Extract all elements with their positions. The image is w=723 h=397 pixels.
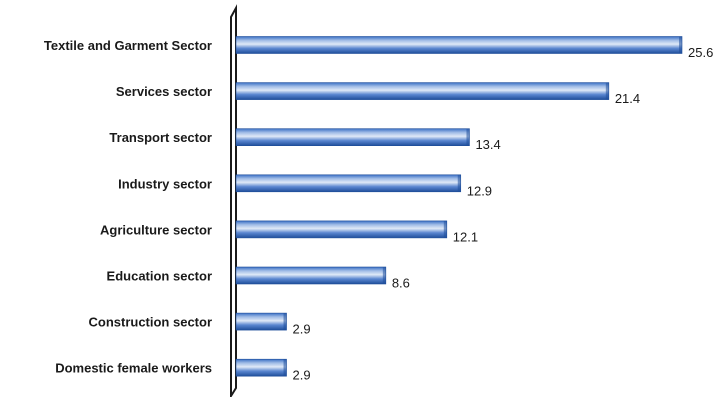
bar (235, 128, 470, 146)
bars (235, 36, 683, 377)
value-label: 21.4 (615, 91, 640, 106)
y-axis-line (230, 4, 237, 397)
bar (235, 266, 387, 285)
bar (235, 220, 448, 239)
value-label: 8.6 (392, 276, 410, 291)
category-labels: Textile and Garment Sector Services secto… (44, 38, 212, 376)
category-label: Agriculture sector (100, 222, 212, 237)
category-label: Industry sector (118, 176, 212, 191)
bar (235, 82, 610, 100)
category-label: Textile and Garment Sector (44, 38, 212, 53)
bar-end-cap (443, 220, 447, 238)
category-label: Domestic female workers (55, 361, 212, 376)
value-label: 12.1 (453, 229, 478, 244)
y-axis (230, 4, 237, 397)
category-label: Services sector (116, 84, 212, 99)
bar-end-cap (679, 36, 682, 54)
value-label: 13.4 (475, 137, 500, 152)
category-label: Transport sector (109, 130, 212, 145)
category-label: Education sector (107, 269, 212, 284)
value-label: 12.9 (467, 183, 492, 198)
value-label: 25.6 (688, 45, 713, 60)
bar (235, 36, 683, 54)
category-label: Construction sector (88, 315, 212, 330)
value-label: 2.9 (293, 368, 311, 383)
bar (235, 312, 287, 331)
bar-end-cap (283, 359, 287, 377)
bar-end-cap (605, 82, 609, 100)
bar-end-cap (382, 267, 386, 284)
bar (235, 174, 462, 193)
bar (235, 358, 287, 377)
bar-end-cap (466, 128, 470, 146)
value-label: 2.9 (293, 322, 311, 337)
bar-end-cap (457, 174, 461, 192)
bar-end-cap (283, 313, 287, 331)
value-labels: 25.6 21.4 13.4 12.9 12.1 8.6 2.9 2.9 (293, 45, 714, 383)
